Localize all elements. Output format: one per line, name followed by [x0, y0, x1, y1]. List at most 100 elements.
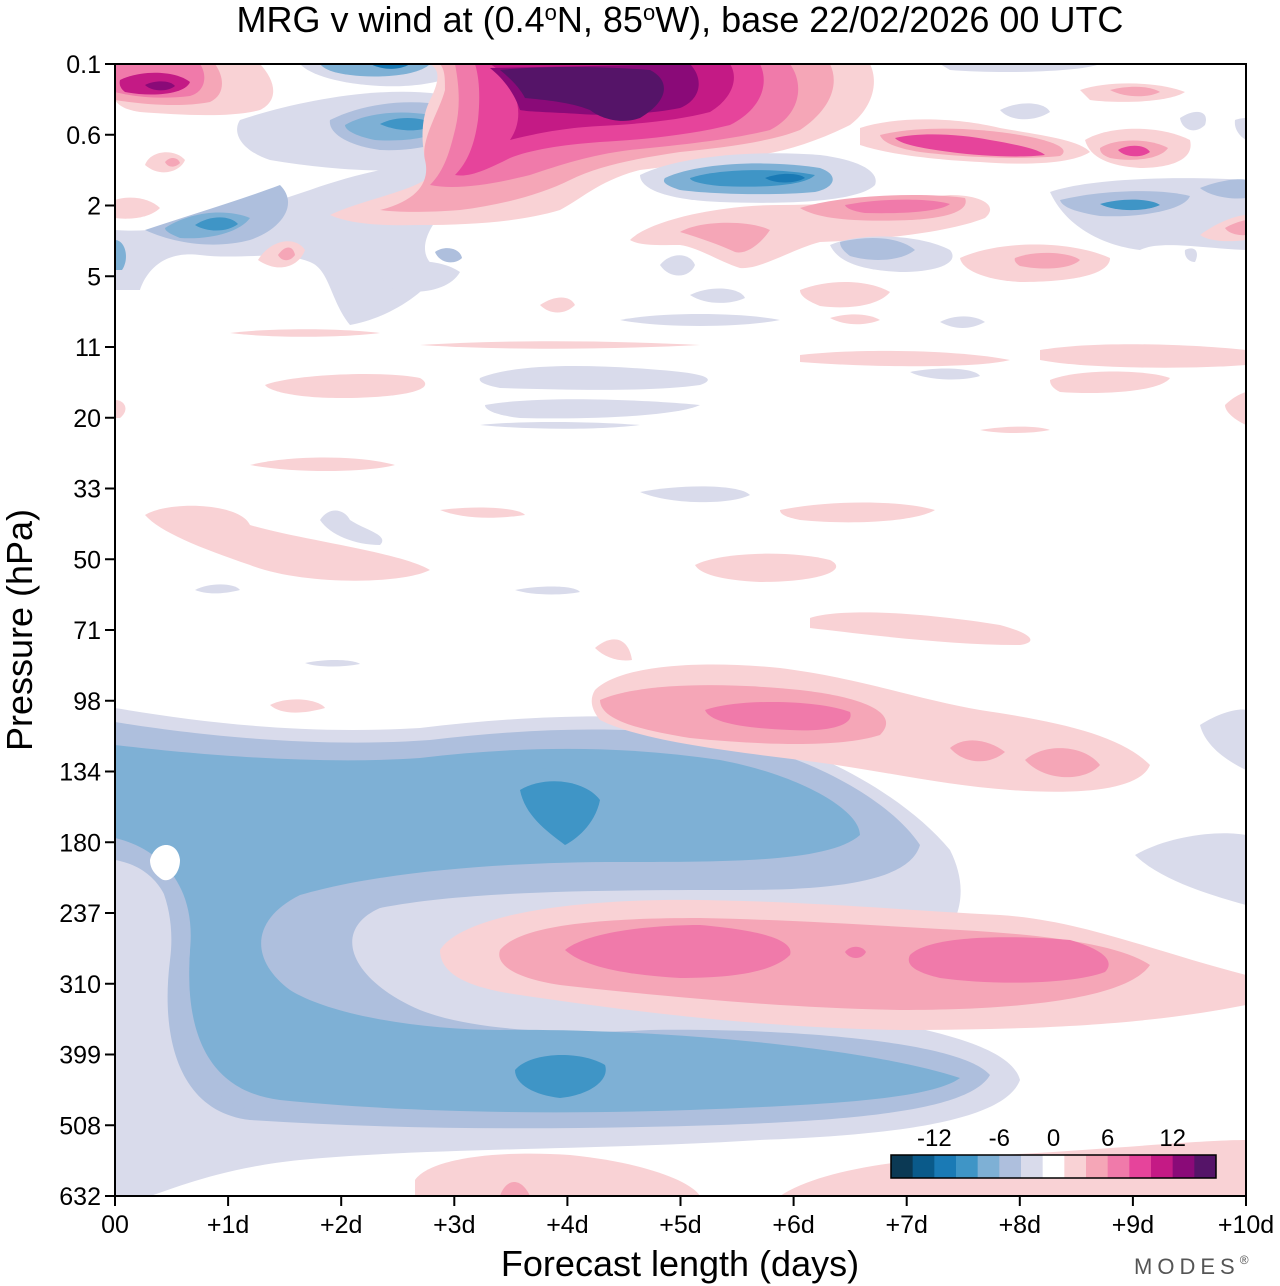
y-tick-label: 237 — [59, 900, 101, 928]
x-tick-label: 00 — [101, 1211, 129, 1239]
contour-neg-52 — [1184, 248, 1197, 262]
x-axis-label: Forecast length (days) — [501, 1243, 859, 1284]
contour-pos-60 — [1200, 215, 1246, 242]
y-tick-label: 2 — [87, 193, 101, 221]
y-tick-label: 399 — [59, 1042, 101, 1070]
contour-pos-24 — [1040, 344, 1246, 368]
contour-pos-5 — [845, 946, 866, 958]
contour-neg-10 — [1200, 709, 1246, 770]
colorbar-label: 6 — [1101, 1125, 1114, 1152]
contour-pos-9 — [950, 740, 1005, 762]
colorbar-label: -6 — [989, 1125, 1010, 1152]
y-tick-label: 0.1 — [66, 51, 101, 79]
contour-pos-15 — [145, 505, 430, 581]
contour-pos-3 — [565, 925, 791, 978]
x-tick-label: +8d — [999, 1211, 1041, 1239]
contour-neg-50 — [620, 314, 780, 326]
colorbar: -12 -6 0 6 12 — [890, 1125, 1217, 1179]
x-tick-label: +9d — [1112, 1211, 1154, 1239]
colorbar-swatch — [1021, 1155, 1044, 1178]
y-tick-label: 180 — [59, 829, 101, 857]
contour-neg-35 — [765, 173, 805, 183]
contour-neg-4 — [115, 838, 250, 1110]
contour-neg-37 — [1000, 103, 1050, 120]
contour-pos-61 — [1225, 220, 1246, 236]
y-tick-label: 0.6 — [66, 122, 101, 150]
contour-pos-21 — [265, 374, 426, 398]
x-tick-label: +3d — [433, 1211, 475, 1239]
contour-neg-5 — [115, 760, 822, 870]
contour-neg-13 — [195, 584, 240, 594]
colorbar-frame — [890, 1154, 1217, 1179]
contour-neg-12 — [320, 510, 383, 545]
y-tick-label: 20 — [73, 405, 101, 433]
contour-pos-54 — [895, 134, 1045, 157]
colorbar-swatch — [1194, 1155, 1217, 1178]
contour-pos-45 — [115, 197, 160, 219]
contour-pos-57 — [1118, 145, 1150, 157]
contour-white-hole — [150, 845, 180, 881]
colorbar-swatch — [1172, 1155, 1195, 1178]
y-tick-label: 50 — [73, 546, 101, 574]
x-tick-label: +2d — [320, 1211, 362, 1239]
contour-neg-47 — [435, 248, 462, 263]
contour-pos-49 — [680, 222, 770, 253]
contour-pos-16 — [440, 507, 525, 518]
colorbar-swatch — [956, 1155, 979, 1178]
contour-pos-8 — [705, 701, 851, 731]
contour-pos-43 — [145, 152, 185, 173]
y-tick-label: 632 — [59, 1183, 101, 1211]
colorbar-swatch — [1086, 1155, 1109, 1178]
contour-neg-11 — [640, 486, 750, 503]
contour-pos-28 — [230, 329, 380, 337]
contour-neg-49 — [690, 288, 745, 303]
contour-field — [115, 64, 1246, 1196]
contour-pos-66 — [830, 314, 880, 325]
colorbar-swatch — [1129, 1155, 1152, 1178]
x-tick-label: +1d — [207, 1211, 249, 1239]
contour-neg-39 — [1234, 118, 1246, 140]
contour-neg-31 — [370, 64, 410, 69]
contour-neg-14 — [305, 660, 360, 667]
colorbar-swatch — [1042, 1155, 1065, 1178]
contour-neg-9 — [1135, 833, 1246, 905]
contour-pos-63 — [1014, 252, 1080, 269]
contour-pos-23 — [1050, 371, 1170, 394]
contour-pos-10 — [1025, 748, 1100, 778]
contour-pos-4 — [908, 937, 1109, 983]
colorbar-label: 12 — [1159, 1125, 1186, 1152]
contour-pos-11 — [595, 639, 632, 661]
contour-pos-18 — [780, 502, 935, 523]
contour-neg-18 — [480, 421, 640, 429]
colorbar-swatch — [934, 1155, 957, 1178]
contour-neg-7 — [520, 781, 600, 845]
colorbar-swatch — [1064, 1155, 1087, 1178]
contour-neg-36 — [940, 64, 1100, 72]
x-tick-label: +10d — [1218, 1211, 1274, 1239]
contour-neg-46 — [380, 261, 460, 292]
contour-pos-14 — [500, 1182, 530, 1196]
x-tick-label: +7d — [885, 1211, 927, 1239]
y-tick-label: 71 — [73, 617, 101, 645]
x-axis: 00 +1d +2d +3d +4d +5d +6d +7d +8d +9d +10d — [101, 1196, 1274, 1239]
y-tick-label: 98 — [73, 688, 101, 716]
contour-neg-38 — [1180, 111, 1206, 131]
contour-pos-51 — [845, 199, 950, 214]
y-axis-label: Pressure (hPa) — [0, 509, 40, 751]
contour-pos-19 — [810, 612, 1031, 645]
contour-pos-47 — [278, 247, 295, 261]
contour-pos-26 — [115, 400, 126, 418]
colorbar-swatch — [891, 1155, 914, 1178]
contour-pos-29 — [420, 341, 700, 349]
x-tick-label: +6d — [772, 1211, 814, 1239]
contour-pos-44 — [165, 157, 180, 167]
contour-neg-17 — [485, 399, 700, 419]
contour-pos-22 — [250, 457, 395, 472]
contour-neg-42 — [1100, 199, 1160, 211]
colorbar-swatch — [977, 1155, 1000, 1178]
contour-pos-20 — [270, 699, 325, 713]
contour-neg-23 — [195, 217, 238, 231]
y-tick-label: 508 — [59, 1112, 101, 1140]
chart-title: MRG v wind at (0.4oN, 85oW), base 22/02/… — [237, 0, 1124, 40]
